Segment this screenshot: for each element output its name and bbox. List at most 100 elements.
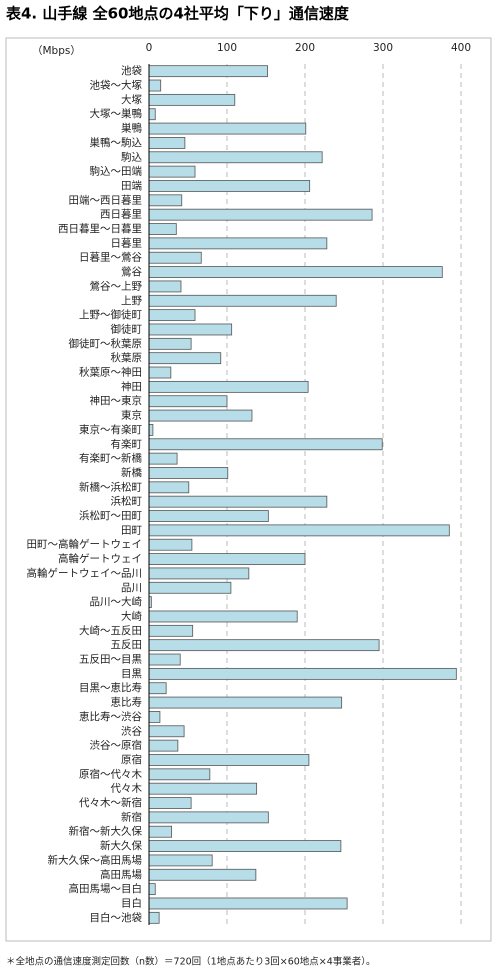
y-tick-label: 新宿 — [121, 810, 142, 823]
bar — [148, 165, 196, 178]
bar — [148, 682, 167, 695]
bar — [148, 467, 229, 479]
y-tick-label: 日暮里～鶯谷 — [79, 251, 142, 264]
y-tick-label: 五反田 — [111, 639, 143, 651]
y-tick-label: 原宿 — [121, 753, 142, 766]
y-tick-label: 田町 — [121, 524, 142, 536]
bar — [148, 510, 269, 522]
y-tick-label: 品川 — [121, 582, 142, 594]
bar — [148, 438, 383, 451]
y-tick-label: 目黒 — [121, 668, 142, 680]
bar — [148, 538, 193, 551]
y-tick-label: 高輪ゲートウェイ — [58, 552, 142, 565]
x-tick-label: 200 — [295, 42, 315, 54]
bar — [148, 725, 185, 738]
y-tick-label: 新橋 — [121, 466, 142, 479]
bar — [148, 424, 154, 436]
y-tick-label: 有楽町～新橋 — [79, 452, 142, 465]
y-tick-label: 新宿～新大久保 — [69, 825, 143, 838]
bar — [148, 897, 348, 910]
y-tick-label: 秋葉原～神田 — [79, 366, 142, 379]
y-tick-label: 高田馬場 — [100, 868, 142, 881]
y-tick-label: 大崎～五反田 — [79, 624, 142, 637]
y-tick-label: 東京 — [121, 409, 142, 422]
y-tick-label: 新橋～浜松町 — [79, 480, 142, 493]
y-tick-label: 浜松町～田町 — [79, 509, 142, 522]
bar — [148, 323, 233, 336]
bar — [148, 811, 269, 824]
y-tick-label: 日暮里 — [111, 236, 143, 249]
x-tick-label: 300 — [373, 42, 393, 54]
y-tick-label: 田端～西日暮里 — [69, 193, 143, 206]
bar — [148, 194, 183, 207]
bar — [148, 653, 181, 666]
y-tick-label: 目黒～恵比寿 — [79, 681, 142, 694]
bar — [148, 524, 450, 537]
bar — [148, 366, 172, 379]
y-tick-label: 恵比寿 — [111, 696, 143, 709]
bar — [148, 883, 156, 896]
unit-label: （Mbps） — [32, 45, 81, 57]
y-tick-label: 目白 — [121, 896, 142, 909]
bar — [148, 180, 311, 192]
y-tick-label: 原宿～代々木 — [79, 767, 142, 780]
y-tick-label: 代々木 — [111, 783, 143, 795]
y-tick-label: 巣鴨～駒込 — [90, 136, 143, 149]
bar — [148, 380, 309, 393]
bar — [148, 911, 160, 924]
bar — [148, 151, 323, 164]
bar — [148, 79, 162, 92]
bar — [148, 495, 328, 508]
bar — [148, 280, 182, 293]
y-tick-label: 鶯谷 — [121, 265, 142, 278]
y-tick-label: 池袋 — [121, 64, 142, 77]
y-tick-label: 恵比寿～渋谷 — [79, 710, 142, 723]
bar — [148, 309, 196, 322]
y-tick-label: 大崎 — [121, 609, 142, 622]
bar — [148, 567, 250, 580]
bar — [148, 696, 343, 709]
y-tick-label: 新大久保～高田馬場 — [48, 853, 143, 866]
y-tick-label: 西日暮里 — [100, 208, 142, 221]
bar — [148, 208, 373, 221]
bar — [148, 137, 186, 149]
bar — [148, 553, 306, 565]
x-tick-label: 400 — [451, 42, 471, 54]
bar — [148, 108, 156, 121]
y-tick-label: 西日暮里～日暮里 — [58, 222, 142, 235]
y-tick-label: 渋谷～原宿 — [90, 739, 143, 752]
bar — [148, 294, 337, 307]
bar — [148, 65, 268, 78]
footnote: ＊全地点の通信速度測定回数（n数）＝720回（1地点あたり3回×60地点×4事業… — [6, 956, 376, 968]
y-tick-label: 大塚～巣鴨 — [90, 107, 143, 120]
bar — [148, 251, 202, 264]
y-tick-label: 上野～御徒町 — [79, 308, 142, 321]
bar — [148, 93, 236, 106]
y-tick-label: 巣鴨 — [121, 122, 142, 135]
chart-title: 表4. 山手線 全60地点の4社平均「下り」通信速度 — [6, 5, 350, 23]
x-tick-label: 100 — [217, 42, 237, 54]
bar — [148, 667, 457, 680]
bar — [148, 452, 178, 465]
y-tick-label: 五反田～目黒 — [79, 654, 142, 666]
bar — [148, 223, 177, 235]
y-tick-label: 御徒町 — [111, 322, 143, 335]
bar — [148, 266, 443, 278]
bar — [148, 825, 173, 838]
y-tick-label: 代々木～新宿 — [79, 796, 142, 809]
y-tick-label: 駒込～田端 — [90, 165, 143, 178]
y-tick-label: 御徒町～秋葉原 — [69, 337, 143, 350]
bar — [148, 739, 179, 752]
y-tick-label: 池袋～大塚 — [90, 79, 143, 92]
bar — [148, 395, 228, 408]
bar — [148, 797, 192, 809]
bar — [148, 868, 257, 881]
bar — [148, 581, 232, 594]
y-tick-label: 上野 — [121, 295, 142, 307]
chart-frame — [5, 37, 492, 942]
y-tick-label: 東京～有楽町 — [79, 423, 142, 436]
y-tick-label: 浜松町 — [111, 495, 143, 508]
y-tick-label: 神田 — [121, 380, 142, 393]
y-tick-label: 田端 — [121, 179, 142, 192]
